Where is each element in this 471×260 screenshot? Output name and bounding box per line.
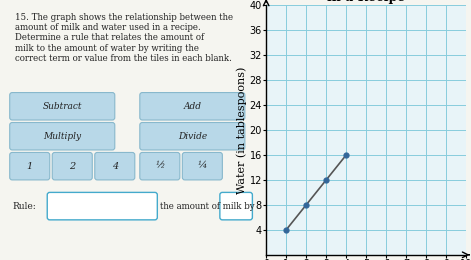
FancyBboxPatch shape [220,192,252,220]
Text: 2: 2 [69,162,75,171]
FancyBboxPatch shape [182,152,222,180]
Text: ¼: ¼ [198,162,207,171]
Point [302,203,310,207]
FancyBboxPatch shape [10,93,115,120]
Title: Milk and Water Used
in a Recipe: Milk and Water Used in a Recipe [292,0,440,4]
FancyBboxPatch shape [95,152,135,180]
Text: Subtract: Subtract [42,102,82,111]
Text: Multiply: Multiply [43,132,81,141]
FancyBboxPatch shape [140,93,245,120]
Text: 15. The graph shows the relationship between the
amount of milk and water used i: 15. The graph shows the relationship bet… [15,13,233,63]
Text: ½: ½ [155,162,164,171]
Text: Divide: Divide [178,132,207,141]
Point [283,228,290,232]
Y-axis label: Water (in tablespoons): Water (in tablespoons) [236,66,247,194]
Text: Rule:: Rule: [12,202,36,211]
Point [342,153,350,157]
FancyBboxPatch shape [52,152,92,180]
FancyBboxPatch shape [10,152,50,180]
Text: 1: 1 [26,162,33,171]
FancyBboxPatch shape [47,192,157,220]
Text: the amount of milk by: the amount of milk by [160,202,254,211]
Text: 4: 4 [112,162,118,171]
FancyBboxPatch shape [10,122,115,150]
FancyBboxPatch shape [140,152,180,180]
FancyBboxPatch shape [140,122,245,150]
Point [323,178,330,182]
Text: Add: Add [183,102,201,111]
